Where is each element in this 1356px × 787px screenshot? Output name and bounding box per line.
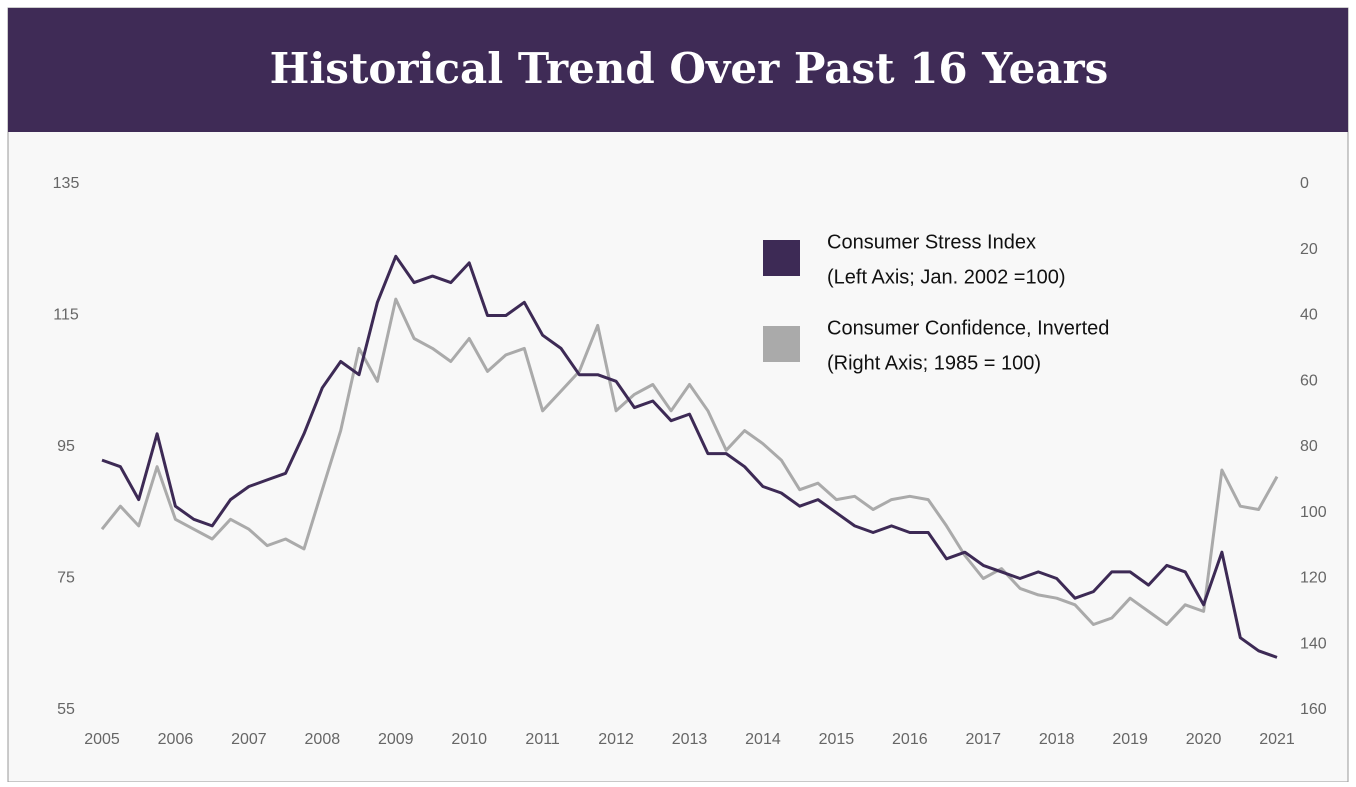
chart-title: Historical Trend Over Past 16 Years <box>270 44 1109 93</box>
x-tick-label: 2014 <box>745 731 781 748</box>
y2-tick-label: 40 <box>1300 307 1318 324</box>
y-tick-label: 55 <box>57 701 75 718</box>
y-tick-label: 75 <box>57 570 75 587</box>
x-tick-label: 2013 <box>672 731 708 748</box>
x-tick-label: 2008 <box>305 731 341 748</box>
chart-frame <box>7 7 1349 783</box>
y2-tick-label: 20 <box>1300 241 1318 258</box>
legend-note: (Right Axis; 1985 = 100) <box>827 352 1041 374</box>
y-tick-label: 135 <box>53 175 80 192</box>
x-tick-label: 2011 <box>525 731 560 748</box>
x-tick-label: 2021 <box>1259 731 1295 748</box>
x-tick-label: 2007 <box>231 731 267 748</box>
x-tick-label: 2006 <box>158 731 194 748</box>
legend-swatch <box>763 240 800 276</box>
y2-tick-label: 160 <box>1300 701 1327 718</box>
x-tick-label: 2010 <box>451 731 487 748</box>
legend-label: Consumer Stress Index <box>827 231 1036 253</box>
y2-tick-label: 140 <box>1300 635 1327 652</box>
series-line <box>101 254 1278 659</box>
y-tick-label: 115 <box>53 307 79 324</box>
x-tick-label: 2020 <box>1186 731 1222 748</box>
title-banner <box>8 8 1348 132</box>
y-tick-label: 95 <box>57 438 75 455</box>
y2-tick-label: 0 <box>1300 175 1309 192</box>
x-tick-label: 2009 <box>378 731 414 748</box>
legend-label: Consumer Confidence, Inverted <box>827 317 1109 339</box>
y2-tick-label: 80 <box>1300 438 1318 455</box>
x-tick-label: 2017 <box>965 731 1001 748</box>
y2-tick-label: 100 <box>1300 504 1327 521</box>
y2-tick-label: 60 <box>1300 372 1318 389</box>
x-tick-label: 2016 <box>892 731 928 748</box>
legend-swatch <box>763 326 800 362</box>
x-tick-label: 2015 <box>819 731 855 748</box>
x-tick-label: 2005 <box>84 731 120 748</box>
series-line <box>100 297 1279 626</box>
x-tick-label: 2019 <box>1112 731 1148 748</box>
y2-tick-label: 120 <box>1300 570 1327 587</box>
legend-note: (Left Axis; Jan. 2002 =100) <box>827 266 1066 288</box>
x-tick-label: 2012 <box>598 731 634 748</box>
x-tick-label: 2018 <box>1039 731 1075 748</box>
